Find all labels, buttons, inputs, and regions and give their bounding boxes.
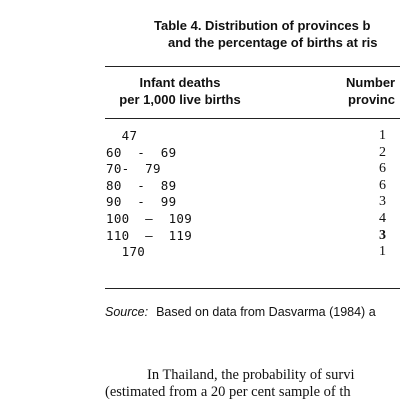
table-row: 100 – 109 4	[0, 211, 400, 228]
table-row: 60 - 69 2	[0, 145, 400, 162]
infant-death-rate-cell: 110 – 119	[106, 227, 193, 243]
column-header-number-line-1: Number	[346, 75, 396, 90]
province-count-cell: 6	[379, 161, 386, 177]
province-count-cell: 4	[379, 210, 386, 226]
table-row: 90 - 99 3	[0, 194, 400, 211]
infant-death-rate-cell: 90 - 99	[106, 194, 177, 210]
source-label: Source:	[105, 305, 149, 319]
infant-death-rate-cell: 70- 79	[106, 161, 161, 177]
table-bottom-rule	[105, 288, 400, 289]
table-row: 70- 79 6	[0, 161, 400, 178]
table-row: 47 1	[0, 128, 400, 145]
table-row: 110 – 119 3	[0, 228, 400, 245]
infant-death-rate-cell: 60 - 69	[106, 144, 177, 160]
column-header-number-of-provinces: Number provinc	[346, 74, 400, 108]
province-count-cell: 6	[379, 177, 386, 193]
table-row: 170 1	[0, 244, 400, 261]
province-count-cell: 3	[379, 227, 386, 243]
table-row: 80 - 89 6	[0, 178, 400, 195]
table-title-line-1: Table 4. Distribution of provinces b	[154, 18, 371, 33]
infant-death-rate-cell: 100 – 109	[106, 210, 193, 226]
province-count-cell: 1	[379, 244, 386, 260]
province-count-cell: 3	[379, 194, 386, 210]
province-count-cell: 2	[379, 144, 386, 160]
column-header-infant-deaths: Infant deaths per 1,000 live births	[105, 74, 255, 108]
table-title-line-2: and the percentage of births at ris	[168, 35, 378, 50]
infant-death-rate-cell: 80 - 89	[106, 177, 177, 193]
paragraph-line-1: In Thailand, the probability of survi	[147, 367, 355, 383]
body-paragraph: In Thailand, the probability of survi (e…	[105, 367, 400, 401]
province-count-cell: 1	[379, 128, 386, 143]
column-header-number-line-2: provinc	[348, 92, 395, 107]
table-header-rule	[105, 118, 400, 119]
table-body: 47 1 60 - 69 2 70- 79 6 80 - 89 6 90 - 9…	[0, 128, 400, 261]
infant-death-rate-cell: 170	[106, 244, 146, 260]
source-text: Based on data from Dasvarma (1984) a	[156, 305, 376, 319]
table-top-rule	[105, 66, 400, 67]
column-header-infant-deaths-line-2: per 1,000 live births	[119, 92, 241, 107]
paragraph-line-2: (estimated from a 20 per cent sample of …	[105, 384, 351, 400]
infant-death-rate-cell: 47	[106, 128, 138, 143]
column-header-infant-deaths-line-1: Infant deaths	[139, 75, 221, 90]
table-title: Table 4. Distribution of provinces b and…	[154, 17, 400, 51]
table-source-note: Source: Based on data from Dasvarma (1984…	[105, 304, 376, 320]
